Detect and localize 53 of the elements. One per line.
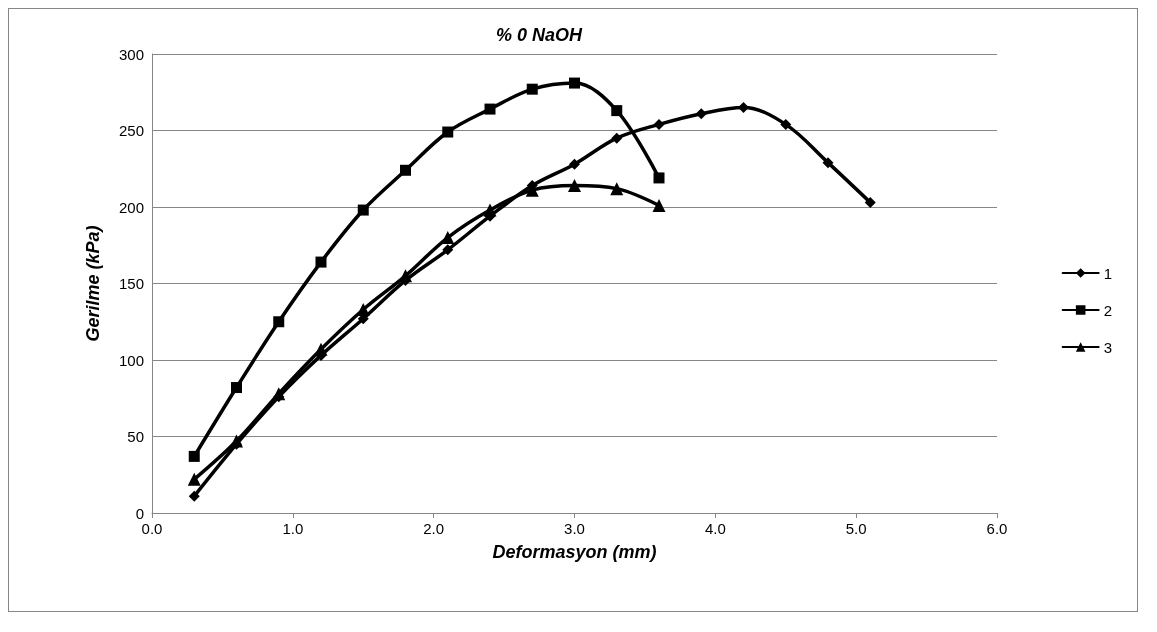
x-tick-label: 4.0 bbox=[704, 520, 726, 537]
point bbox=[357, 204, 369, 216]
legend-label: 1 bbox=[1103, 264, 1112, 282]
legend-label: 3 bbox=[1103, 338, 1112, 356]
point bbox=[653, 172, 665, 184]
point bbox=[187, 472, 201, 486]
y-tick-label: 50 bbox=[127, 428, 144, 445]
y-tick-label: 300 bbox=[118, 45, 144, 63]
point bbox=[230, 434, 243, 448]
point bbox=[442, 244, 454, 256]
point bbox=[188, 450, 200, 462]
point bbox=[273, 316, 285, 328]
point bbox=[822, 157, 834, 169]
point bbox=[314, 342, 328, 356]
point bbox=[610, 182, 624, 196]
point bbox=[188, 490, 200, 502]
point bbox=[864, 196, 876, 208]
point bbox=[526, 83, 538, 95]
y-axis-title: Gerilme (kPa) bbox=[83, 225, 103, 342]
point bbox=[483, 203, 497, 217]
y-tick-label: 250 bbox=[118, 122, 144, 139]
x-tick-label: 0.0 bbox=[141, 520, 163, 537]
point bbox=[441, 231, 455, 245]
legend-label: 2 bbox=[1103, 301, 1112, 319]
point bbox=[569, 77, 580, 89]
point bbox=[442, 126, 454, 138]
point bbox=[272, 387, 286, 401]
x-tick-label: 2.0 bbox=[423, 520, 445, 537]
point bbox=[611, 132, 623, 144]
chart-title: % 0 NaOH bbox=[495, 25, 584, 45]
y-tick-label: 0 bbox=[135, 504, 144, 522]
point bbox=[738, 102, 749, 114]
x-tick-label: 6.0 bbox=[986, 520, 1008, 537]
x-tick-label: 5.0 bbox=[845, 520, 867, 537]
point bbox=[695, 108, 707, 120]
point bbox=[568, 179, 581, 193]
point bbox=[231, 382, 242, 394]
x-tick-label: 1.0 bbox=[282, 520, 304, 537]
point bbox=[611, 105, 623, 117]
point bbox=[780, 118, 792, 130]
point bbox=[399, 269, 412, 283]
point bbox=[315, 256, 327, 268]
point bbox=[653, 118, 665, 130]
point bbox=[400, 164, 411, 176]
point bbox=[569, 158, 580, 170]
y-tick-label: 150 bbox=[118, 275, 144, 292]
y-tick-label: 100 bbox=[118, 351, 144, 369]
x-tick-label: 3.0 bbox=[564, 520, 585, 537]
point bbox=[652, 198, 666, 212]
y-tick-label: 200 bbox=[118, 198, 144, 216]
x-axis-title: Deformasyon (mm) bbox=[492, 542, 657, 562]
point bbox=[356, 303, 370, 317]
point bbox=[484, 103, 496, 115]
